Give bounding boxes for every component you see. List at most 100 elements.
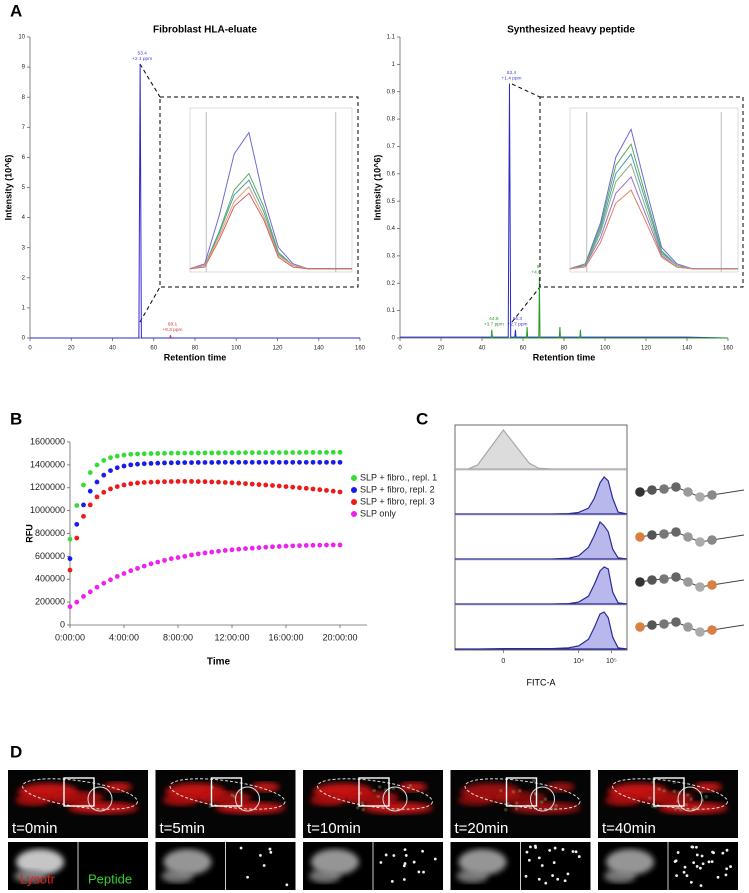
- data-point: [229, 547, 235, 553]
- microscopy-panel: t=10min: [303, 770, 443, 838]
- data-point: [128, 481, 134, 487]
- peptide-dot: [402, 878, 406, 881]
- data-point: [202, 450, 208, 456]
- peptide-dot: [716, 875, 720, 879]
- peptide-signal: [689, 797, 693, 801]
- peptide-dot: [262, 864, 266, 867]
- peptide-bead: [647, 575, 657, 585]
- data-point: [74, 503, 80, 508]
- peptide-bead: [659, 574, 669, 584]
- x-tick-label: 16:00:00: [268, 632, 303, 642]
- peptide-signal: [674, 807, 677, 811]
- lysotracker-zoom: [163, 849, 212, 875]
- y-tick-label: 10: [18, 35, 25, 41]
- histogram-area: [455, 566, 628, 605]
- legend-label: SLP only: [360, 508, 396, 518]
- peptide-dot: [695, 853, 699, 857]
- series-line: [569, 189, 738, 270]
- data-point: [114, 453, 120, 459]
- data-point: [189, 450, 194, 456]
- data-point: [236, 480, 242, 486]
- y-tick-label: 8: [22, 95, 26, 101]
- data-point: [189, 460, 194, 465]
- data-point: [310, 542, 316, 548]
- x-tick-label: 140: [314, 346, 325, 352]
- peptide-signal: [512, 790, 515, 794]
- data-point: [249, 545, 255, 551]
- data-point: [114, 484, 120, 490]
- lysotracker-zoom: [456, 869, 489, 883]
- y-tick-label: 5: [22, 185, 26, 191]
- data-point: [222, 450, 228, 456]
- peptide-signal: [648, 796, 651, 800]
- x-tick-label: 0: [501, 658, 505, 665]
- peptide-schematic: [635, 617, 745, 637]
- data-point: [135, 461, 140, 467]
- peptide-bead: [635, 487, 645, 497]
- data-point: [216, 450, 221, 456]
- peptide-signal: [361, 801, 364, 805]
- y-tick-label: 4: [22, 215, 26, 221]
- peptide-dot: [553, 846, 557, 850]
- peptide-signal: [515, 807, 518, 810]
- microscopy-panel: t=20min: [450, 770, 591, 838]
- peptide-bead: [707, 580, 717, 590]
- data-point: [162, 450, 167, 456]
- data-point: [249, 481, 255, 487]
- peptide-dot: [239, 846, 243, 850]
- data-point: [182, 450, 188, 456]
- y-tick-label: 1: [392, 62, 396, 68]
- peptide-bead: [647, 530, 657, 540]
- data-point: [222, 480, 228, 485]
- panel-label: C: [416, 409, 428, 428]
- series-line: [30, 64, 360, 339]
- peak-annotation: +2.7 ppm: [507, 322, 527, 328]
- lysotracker-signal: [52, 791, 104, 805]
- y-tick-label: 0.5: [387, 199, 396, 205]
- data-point: [297, 450, 302, 455]
- lysotracker-signal: [104, 782, 132, 792]
- x-tick-label: 0: [28, 346, 32, 352]
- y-tick-label: 800000: [35, 528, 65, 538]
- data-point: [141, 461, 147, 467]
- peptide-bead: [695, 492, 705, 502]
- legend-swatch: [351, 487, 357, 493]
- y-tick-label: 0.6: [387, 171, 396, 177]
- lysotracker-signal: [494, 791, 547, 805]
- data-point: [330, 449, 336, 455]
- x-tick-label: 8:00:00: [163, 632, 193, 642]
- data-point: [283, 484, 289, 490]
- data-point: [290, 459, 296, 465]
- data-point: [128, 462, 134, 468]
- peptide-bead: [635, 622, 645, 632]
- timepoint-label: t=20min: [455, 820, 509, 837]
- peptide-bead: [683, 532, 693, 542]
- lysotracker-signal: [642, 791, 694, 805]
- peptide-dot: [544, 881, 548, 885]
- data-point: [256, 459, 262, 465]
- data-point: [141, 563, 147, 569]
- peptide-signal: [694, 806, 697, 809]
- peptide-signal: [705, 795, 708, 798]
- peptide-dot: [561, 848, 565, 851]
- zoom-box: [653, 777, 685, 807]
- peptide-signal: [409, 784, 412, 787]
- peptide-dot: [725, 867, 729, 871]
- y-tick-label: 7: [22, 125, 26, 131]
- data-point: [74, 599, 80, 605]
- zoom-panel: [450, 842, 591, 890]
- y-tick-label: 6: [22, 155, 26, 161]
- legend-swatch: [351, 475, 357, 481]
- peptide-dot: [699, 884, 703, 888]
- lysotracker-signal: [162, 794, 199, 806]
- data-point: [87, 589, 93, 595]
- peptide-dot: [698, 866, 702, 870]
- data-point: [101, 489, 107, 495]
- series-line: [189, 192, 352, 270]
- data-point: [243, 450, 248, 456]
- zoom-box: [63, 777, 95, 807]
- data-point: [337, 459, 343, 465]
- connector: [139, 286, 161, 323]
- legend-label: SLP + fibro, repl. 2: [360, 484, 435, 494]
- data-point: [317, 459, 323, 465]
